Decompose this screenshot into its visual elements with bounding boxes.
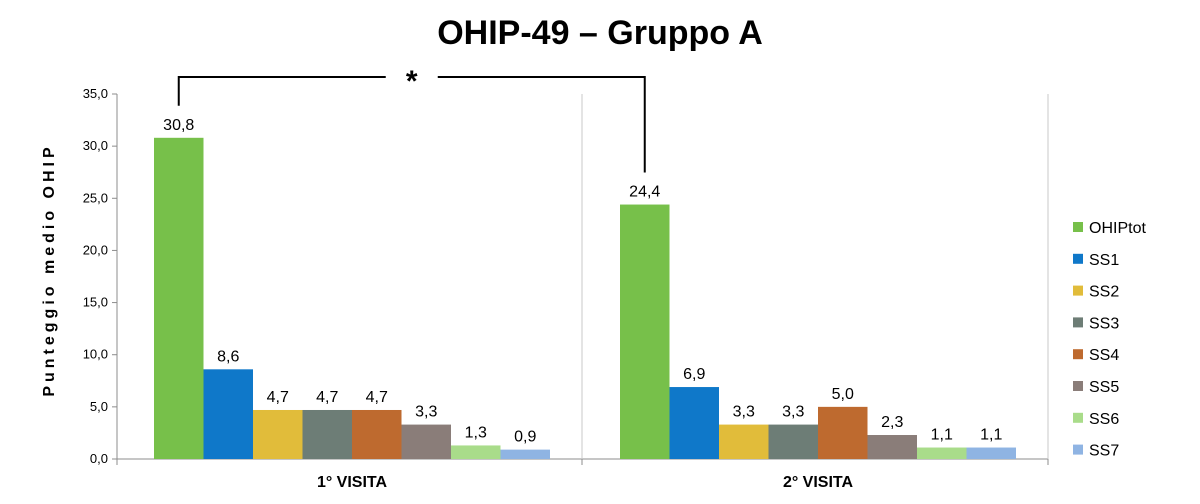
data-label: 6,9 [683,366,705,383]
data-label: 4,7 [267,389,289,406]
bar-ss4 [352,409,402,459]
data-label: 2,3 [881,414,903,431]
legend-swatch-ss3 [1073,317,1083,328]
legend-swatch-ss5 [1073,381,1083,391]
data-label: 1,3 [465,424,487,441]
bar-ss6 [917,447,967,459]
legend-entry-ss1: SS1 [1089,252,1119,269]
significance-marker: * [406,65,418,98]
legend-entry-ss6: SS6 [1089,411,1119,428]
y-tick-label: 35,0 [83,86,108,101]
bar-ss6 [451,445,501,459]
bar-ss4 [818,406,868,459]
legend-swatch-ss2 [1073,285,1083,296]
bar-ss2 [719,424,769,459]
bar-ss1 [669,387,719,459]
data-label: 1,1 [931,427,953,444]
legend-swatch-ss4 [1073,349,1083,360]
y-tick-label: 10,0 [83,347,108,362]
x-tick-label: 1° VISITA [317,474,388,491]
bar-ss3 [768,424,818,459]
bar-ohiptot [154,137,204,460]
chart-title: OHIP-49 – Gruppo A [437,14,763,52]
y-tick-label: 5,0 [90,399,108,414]
legend-entry-ss5: SS5 [1089,379,1119,396]
bar-ohiptot [620,204,670,459]
data-label: 30,8 [163,117,194,134]
y-tick-label: 0,0 [90,451,108,466]
data-label: 5,0 [832,386,854,403]
legend-swatch-ss6 [1073,412,1083,423]
legend-entry-ss2: SS2 [1089,284,1119,301]
data-label: 3,3 [733,404,755,421]
data-label: 4,7 [366,389,388,406]
data-label: 3,3 [782,404,804,421]
legend-entry-ss7: SS7 [1089,443,1119,460]
legend-swatch-ohiptot [1073,222,1083,232]
bar-ss7 [966,447,1016,459]
data-label: 8,6 [217,348,239,365]
legend-swatch-ss7 [1073,444,1083,455]
data-label: 3,3 [415,404,437,421]
legend-entry-ss4: SS4 [1089,347,1119,364]
legend-swatch-ss1 [1073,253,1083,264]
y-tick-label: 30,0 [83,138,108,153]
data-label: 4,7 [316,389,338,406]
x-tick-label: 2° VISITA [783,474,854,491]
bar-ss1 [203,369,253,459]
y-tick-label: 25,0 [83,190,108,205]
significance-bracket [437,76,646,173]
bar-ss5 [867,435,917,459]
bar-ss7 [500,449,550,459]
significance-bracket [177,76,386,106]
bar-ss3 [302,409,352,459]
y-tick-label: 15,0 [83,295,108,310]
legend-entry-ohiptot: OHIPtot [1089,220,1146,237]
legend-entry-ss3: SS3 [1089,315,1119,332]
y-axis-label: Punteggio medio OHIP [41,143,58,397]
bar-ss2 [253,409,303,459]
data-label: 24,4 [629,184,660,201]
data-label: 0,9 [514,429,536,446]
bar-ss5 [401,424,451,459]
y-tick-label: 20,0 [83,242,108,257]
data-label: 1,1 [980,427,1002,444]
